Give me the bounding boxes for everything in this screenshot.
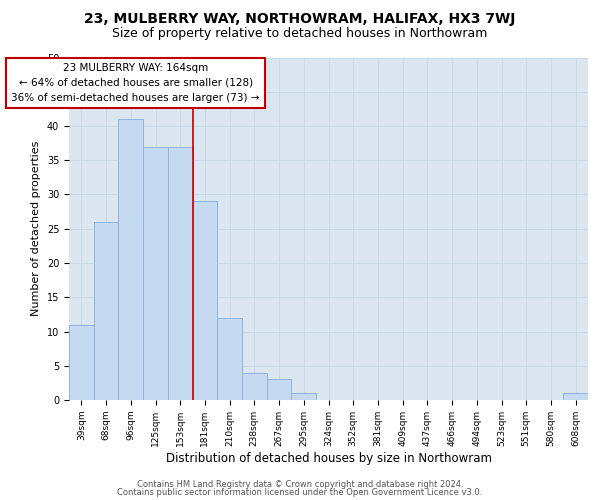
Bar [292,393,316,400]
Bar [242,372,267,400]
Text: 23 MULBERRY WAY: 164sqm
← 64% of detached houses are smaller (128)
36% of semi-d: 23 MULBERRY WAY: 164sqm ← 64% of detache… [11,63,260,102]
X-axis label: Distribution of detached houses by size in Northowram: Distribution of detached houses by size … [166,452,491,464]
Bar [94,222,118,400]
Text: 23, MULBERRY WAY, NORTHOWRAM, HALIFAX, HX3 7WJ: 23, MULBERRY WAY, NORTHOWRAM, HALIFAX, H… [85,12,515,26]
Bar [193,202,217,400]
Bar [267,380,292,400]
Bar [143,146,168,400]
Y-axis label: Number of detached properties: Number of detached properties [31,141,41,316]
Bar [217,318,242,400]
Bar [118,119,143,400]
Bar [563,393,588,400]
Text: Size of property relative to detached houses in Northowram: Size of property relative to detached ho… [112,28,488,40]
Text: Contains HM Land Registry data © Crown copyright and database right 2024.: Contains HM Land Registry data © Crown c… [137,480,463,489]
Text: Contains public sector information licensed under the Open Government Licence v3: Contains public sector information licen… [118,488,482,497]
Bar [69,324,94,400]
Bar [168,146,193,400]
